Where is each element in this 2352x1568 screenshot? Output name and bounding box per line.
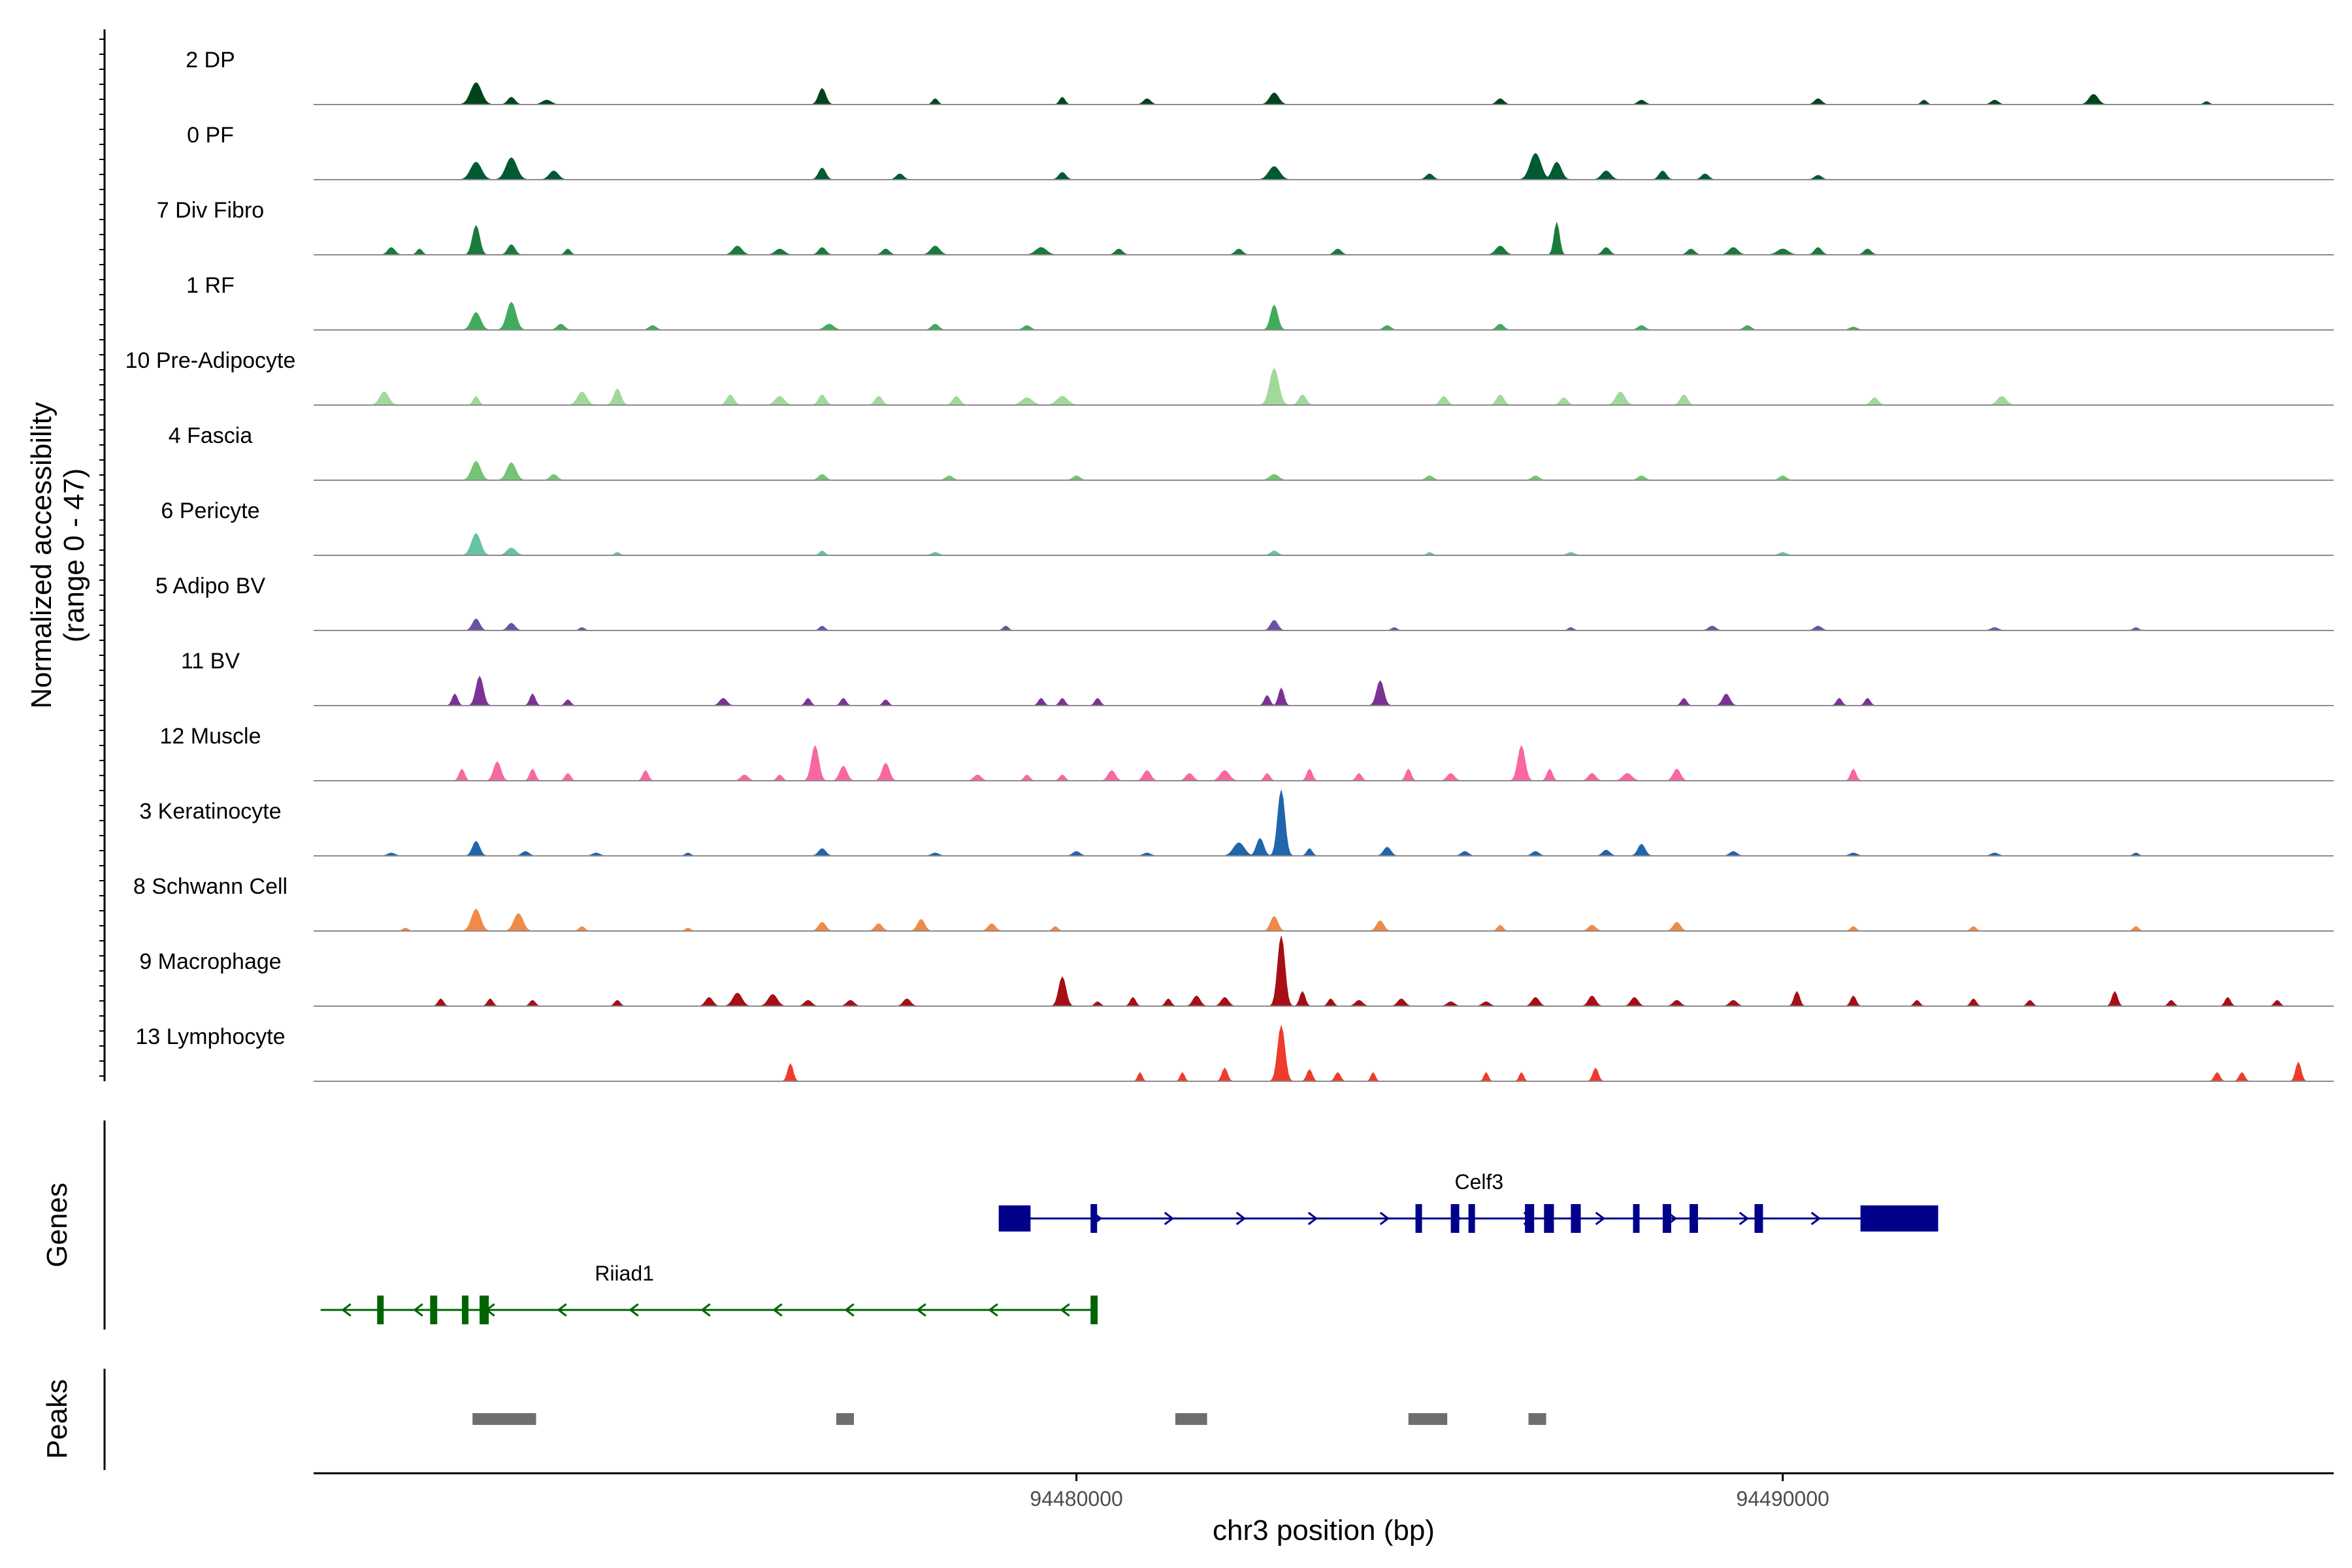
strand-chevron xyxy=(988,1303,998,1317)
gene-exon xyxy=(1690,1204,1698,1233)
strand-chevron xyxy=(844,1303,855,1317)
track-4: 1 RF xyxy=(186,273,2334,331)
gene-exon xyxy=(1468,1204,1475,1233)
y-axis-title: Normalized accessibility xyxy=(25,402,57,708)
gene-exon xyxy=(1090,1204,1098,1233)
coverage-tracks: 2 DP 0 PF 7 Div Fibro 1 RF 10 Pre-Adipocyte 4… xyxy=(125,48,2334,1082)
track-label: 10 Pre-Adipocyte xyxy=(125,348,296,373)
track-label: 7 Div Fibro xyxy=(157,198,264,223)
gene-exon xyxy=(1860,1205,1938,1232)
strand-chevron xyxy=(1595,1211,1606,1226)
gene-riiad1: Riiad1 xyxy=(320,1262,1098,1324)
gene-exon xyxy=(998,1205,1031,1232)
track-label: 3 Keratinocyte xyxy=(139,799,281,824)
strand-chevron xyxy=(1379,1211,1390,1226)
strand-chevron xyxy=(629,1303,639,1317)
track-14: 13 Lymphocyte xyxy=(135,1024,2334,1082)
gene-annotations: Celf3 Riiad1 xyxy=(320,1170,1938,1324)
track-5: 10 Pre-Adipocyte xyxy=(125,348,2334,406)
x-axis-ticks: 94480000 94490000 xyxy=(1030,1473,1829,1511)
strand-chevron xyxy=(1060,1303,1070,1317)
track-label: 12 Muscle xyxy=(160,724,261,749)
track-8: 5 Adipo BV xyxy=(155,574,2334,631)
track-coverage-area xyxy=(314,461,2334,481)
track-label: 4 Fascia xyxy=(169,423,253,448)
track-coverage-area xyxy=(314,301,2334,331)
track-coverage-area xyxy=(314,618,2334,631)
y-axis-range-label: (range 0 - 47) xyxy=(58,468,90,643)
track-coverage-area xyxy=(314,676,2334,706)
gene-exon xyxy=(1662,1204,1671,1233)
gene-exon xyxy=(1525,1204,1535,1233)
track-coverage-area xyxy=(314,368,2334,406)
peak-region xyxy=(1528,1413,1546,1425)
x-tick-label: 94490000 xyxy=(1737,1487,1829,1511)
gene-celf3: Celf3 xyxy=(998,1170,1938,1233)
track-label: 11 BV xyxy=(181,649,240,674)
track-coverage-area xyxy=(314,790,2334,857)
track-3: 7 Div Fibro xyxy=(157,198,2334,255)
strand-chevron xyxy=(916,1303,926,1317)
gene-name-label: Riiad1 xyxy=(595,1262,654,1285)
track-label: 6 Pericyte xyxy=(161,498,259,523)
track-12: 8 Schwann Cell xyxy=(133,874,2334,932)
peak-regions xyxy=(472,1413,1546,1425)
gene-exon xyxy=(1415,1204,1422,1233)
track-coverage-area xyxy=(314,221,2334,255)
peak-region xyxy=(836,1413,855,1425)
genes-panel-label: Genes xyxy=(41,1183,73,1267)
track-11: 3 Keratinocyte xyxy=(139,790,2334,857)
track-coverage-area xyxy=(314,82,2334,105)
x-tick-label: 94480000 xyxy=(1030,1487,1122,1511)
peak-region xyxy=(1175,1413,1207,1425)
track-label: 5 Adipo BV xyxy=(155,574,266,598)
strand-chevron xyxy=(700,1303,711,1317)
gene-exon xyxy=(430,1296,438,1324)
gene-exon xyxy=(1633,1204,1640,1233)
track-6: 4 Fascia xyxy=(169,423,2334,481)
strand-chevron xyxy=(772,1303,783,1317)
gene-exon xyxy=(377,1296,384,1324)
track-coverage-area xyxy=(314,936,2334,1007)
coverage-y-axis-ticks xyxy=(99,39,105,1077)
strand-chevron xyxy=(1307,1211,1318,1226)
gene-name-label: Celf3 xyxy=(1454,1170,1503,1194)
peaks-panel-label: Peaks xyxy=(41,1379,73,1459)
peak-region xyxy=(1408,1413,1448,1425)
peak-region xyxy=(472,1413,536,1425)
gene-exon xyxy=(1450,1204,1460,1233)
track-coverage-area xyxy=(314,745,2334,781)
x-axis-title: chr3 position (bp) xyxy=(1213,1514,1435,1546)
strand-chevron xyxy=(1235,1211,1247,1226)
track-label: 9 Macrophage xyxy=(139,949,281,974)
track-label: 8 Schwann Cell xyxy=(133,874,287,899)
track-coverage-area xyxy=(314,908,2334,932)
gene-exon xyxy=(480,1296,489,1324)
gene-exon xyxy=(462,1296,469,1324)
track-coverage-area xyxy=(314,1024,2334,1082)
track-9: 11 BV xyxy=(181,649,2334,706)
track-label: 2 DP xyxy=(186,48,235,73)
track-coverage-area xyxy=(314,153,2334,180)
track-label: 1 RF xyxy=(186,273,235,298)
strand-chevron xyxy=(557,1303,567,1317)
strand-chevron xyxy=(341,1303,351,1317)
track-label: 0 PF xyxy=(187,123,234,148)
strand-chevron xyxy=(1739,1211,1750,1226)
track-7: 6 Pericyte xyxy=(161,498,2334,556)
track-2: 0 PF xyxy=(187,123,2334,180)
strand-chevron xyxy=(1810,1211,1821,1226)
gene-exon xyxy=(1754,1204,1763,1233)
track-10: 12 Muscle xyxy=(160,724,2334,781)
gene-exon xyxy=(1544,1204,1554,1233)
gene-exon xyxy=(1571,1204,1581,1233)
track-label: 13 Lymphocyte xyxy=(135,1024,285,1049)
track-coverage-area xyxy=(314,532,2334,556)
track-1: 2 DP xyxy=(186,48,2334,105)
track-13: 9 Macrophage xyxy=(139,936,2334,1007)
strand-chevron xyxy=(413,1303,423,1317)
strand-chevron xyxy=(1164,1211,1175,1226)
gene-exon xyxy=(1090,1296,1098,1324)
